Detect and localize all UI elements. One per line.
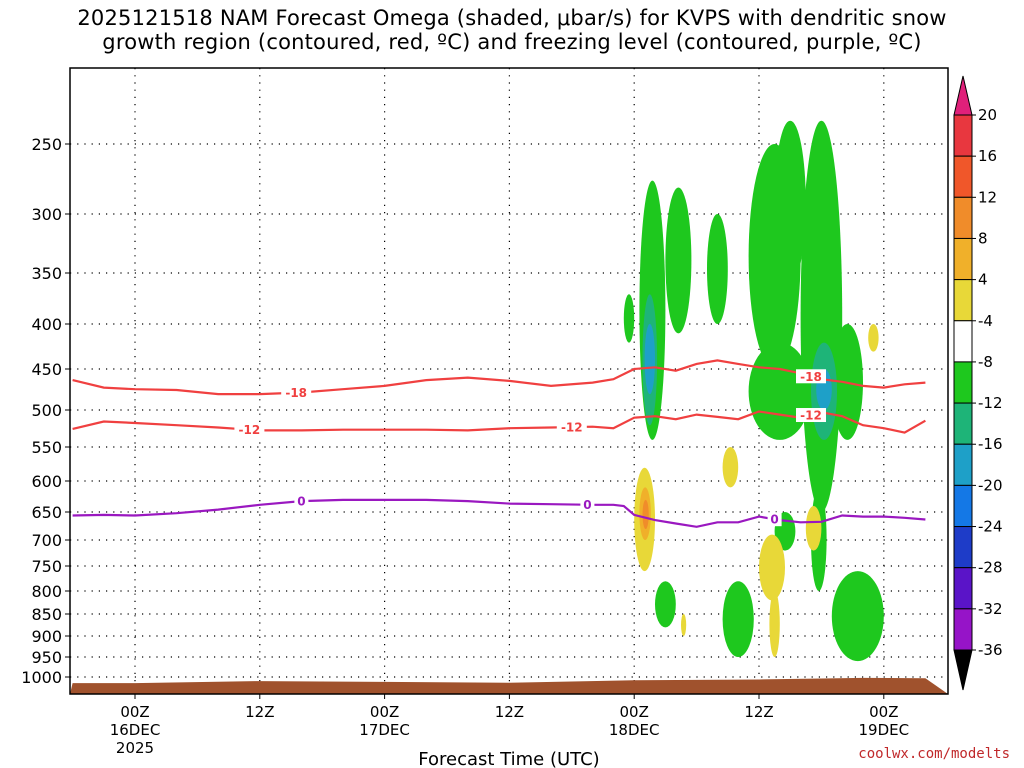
contour-label-bg [281,385,312,400]
y-tick-label: 350 [31,264,62,283]
contour-label-bg [556,420,587,435]
omega-region [868,324,879,352]
x-tick-label: 00Z [620,703,649,721]
contour-label-bg [767,512,782,527]
colorbar-segment [953,443,973,486]
x-tick-label: 00Z [370,703,399,721]
omega-region [831,571,884,662]
x-axis-label: Forecast Time (UTC) [418,749,599,768]
omega-region [722,447,739,488]
credit-label: coolwx.com/modelts [858,746,1010,762]
omega-region [644,324,655,395]
colorbar-label: -32 [978,600,1003,618]
x-tick-year: 2025 [116,739,154,757]
colorbar-label: -4 [978,312,993,330]
y-tick-label: 950 [31,648,62,667]
contour-label: 0 [583,498,591,512]
colorbar-segment [953,155,973,198]
omega-region [623,294,635,343]
colorbar-bottom-arrow [953,649,973,691]
colorbar-segment [953,526,973,569]
y-tick-label: 450 [31,360,62,379]
colorbar-label: -24 [978,518,1003,536]
colorbar-label: 4 [978,271,988,289]
colorbar-label: 16 [978,147,997,165]
omega-region [759,534,785,601]
omega-region [805,505,822,551]
y-tick-label: 850 [31,605,62,624]
colorbar-segment [953,484,973,528]
y-tick-label: 800 [31,582,62,601]
y-tick-label: 500 [31,401,62,420]
y-tick-label: 1000 [21,668,62,687]
contour-label-bg [294,494,309,509]
y-tick-label: 600 [31,472,62,491]
omega-region [800,120,843,513]
colorbar-segment [953,567,973,610]
contour-label: 0 [297,495,305,509]
omega-region [774,120,806,284]
contour-label-bg [796,369,826,384]
colorbar-segment [953,237,973,281]
omega-region [722,581,754,657]
colorbar-label: 12 [978,188,997,206]
y-tick-label: 900 [31,627,62,646]
contour-label-bg [580,497,595,512]
contour-label-bg [234,422,265,437]
contour-line [72,498,926,528]
colorbar-segment [953,402,973,445]
y-tick-label: 400 [31,315,62,334]
chart-title: 2025121518 NAM Forecast Omega (shaded, μ… [77,6,947,54]
colorbar-top-arrow [953,75,973,116]
x-tick-label: 12Z [245,703,274,721]
contour-label-bg [796,408,826,423]
colorbar-label: -20 [978,476,1003,494]
colorbar-label: 8 [978,229,988,247]
y-tick-label: 300 [31,205,62,224]
omega-region [665,187,692,334]
x-tick-label: 00Z [869,703,898,721]
y-tick-label: 700 [31,531,62,550]
x-tick-date: 19DEC [859,721,910,739]
colorbar-label: -12 [978,394,1003,412]
omega-region [748,342,811,440]
x-tick-date: 16DEC [110,721,161,739]
omega-region [642,499,649,530]
x-tick-label: 12Z [744,703,773,721]
x-tick-label: 00Z [120,703,149,721]
contour-label: 0 [770,513,778,527]
contour-label: -12 [800,409,822,423]
colorbar-label: 20 [978,106,997,124]
colorbar-label: -8 [978,353,993,371]
colorbar-segment [953,320,973,363]
colorbar-label: -28 [978,559,1003,577]
colorbar-segment [953,361,973,404]
y-tick-label: 550 [31,438,62,457]
contour-label: -12 [561,421,583,435]
omega-region [655,581,676,628]
contour-label: -12 [239,423,261,437]
contour-label: -18 [285,386,307,400]
y-tick-label: 750 [31,557,62,576]
x-tick-date: 17DEC [359,721,410,739]
omega-region [769,591,780,657]
x-tick-label: 12Z [495,703,524,721]
omega-region [681,614,687,636]
contour-label: -18 [800,370,822,384]
colorbar-label: -36 [978,641,1003,659]
colorbar-segment [953,279,973,322]
x-tick-date: 18DEC [609,721,660,739]
colorbar-segment [953,114,973,157]
omega-region [707,214,728,324]
plot-area: -18 -12 -12 -18 -12 0 0 0 [70,68,948,694]
colorbar-label: -16 [978,435,1003,453]
terrain-fill [70,677,948,694]
colorbar-segment [953,196,973,239]
y-tick-label: 250 [31,135,62,154]
y-tick-label: 650 [31,503,62,522]
colorbar-segment [953,608,973,651]
